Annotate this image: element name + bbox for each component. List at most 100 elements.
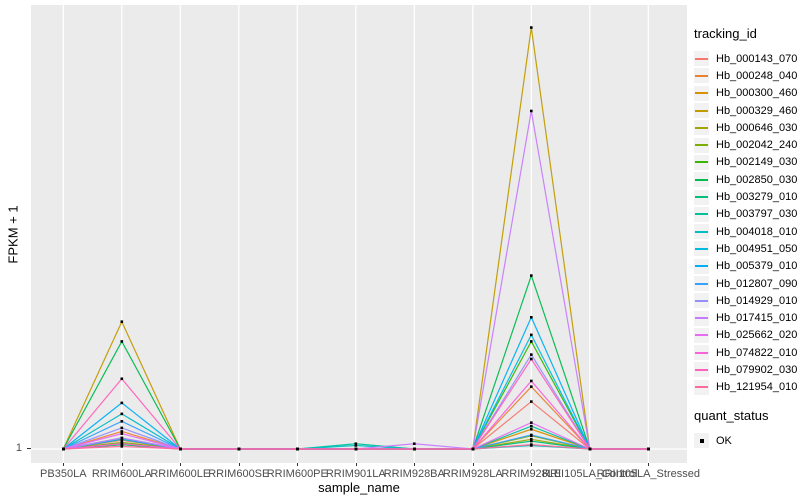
legend-item-label: Hb_000143_070 [716,52,798,65]
black-square-point-icon [699,438,704,443]
data-point [530,274,533,277]
data-point [120,441,124,444]
data-point [120,412,124,416]
legend-line-icon [695,368,708,371]
legend-item-Hb_002149_030: Hb_002149_030 [694,154,800,171]
legend-key-swatch [694,85,709,101]
data-point [530,316,533,319]
data-point [471,447,475,451]
data-point [530,421,533,424]
legend-item-label: Hb_012807_090 [716,277,798,290]
legend-item-Hb_000248_040: Hb_000248_040 [694,67,800,84]
x-tick-mark-RRII105LA_Control [589,463,591,466]
x-axis-title: sample_name [318,480,400,495]
x-tick-mark-RRIM600PE [297,463,299,466]
legend-key-swatch [694,345,709,361]
legend-item-Hb_005379_010: Hb_005379_010 [694,258,800,275]
quant-legend-key [694,433,709,449]
x-tick-label-RRIM600LE: RRIM600LE [150,468,211,480]
x-axis: PB350LA RRIM600LA RRIM600LE RRIM600SE RRIM60… [31,463,700,493]
quant-legend-items: OK [694,432,800,449]
legend-key-swatch [694,103,709,119]
data-point [237,447,241,451]
legend-item-label: Hb_002850_030 [716,173,798,186]
legend-item-label: Hb_121954_010 [716,381,798,394]
x-tick-mark-RRIM901LA [355,463,357,466]
x-tick-label-RRIM928LA: RRIM928LA [442,468,503,480]
x-tick-label-RRIM600PE: RRIM600PE [266,468,328,480]
data-point [530,400,533,403]
data-point [530,333,533,337]
x-tick-label-RRIM928BA: RRIM928BA [383,468,445,480]
data-point [120,377,124,381]
x-tick-mark-RRIM928BA [414,463,416,466]
legend-item-label: Hb_004018_010 [716,225,798,238]
legend-line-icon [695,178,708,181]
legend-item-label: Hb_002149_030 [716,156,798,169]
x-tick-mark-RRIM600LA [121,463,123,466]
legend-item-label: Hb_005379_010 [716,260,798,273]
x-tick-mark-RRIM600SE [238,463,240,466]
data-point [530,109,533,113]
legend-line-icon [695,213,708,216]
legend-item-Hb_012807_090: Hb_012807_090 [694,275,800,292]
legend-item-Hb_074822_010: Hb_074822_010 [694,344,800,361]
data-point [530,353,533,356]
legend-key-swatch [694,120,709,136]
legend-key-swatch [694,258,709,274]
legend-item-Hb_002042_240: Hb_002042_240 [694,136,800,153]
legend-item-label: Hb_014929_010 [716,294,798,307]
legend-item-label: Hb_000248_040 [716,69,798,82]
x-tick-mark-PB350LA [63,463,65,466]
legend-item-Hb_025662_020: Hb_025662_020 [694,327,800,344]
data-point [179,447,182,451]
legend-line-icon [695,126,708,129]
data-point [413,442,416,446]
legend-line-icon [695,230,708,233]
data-point [120,442,124,446]
legend-item-label: Hb_000329_460 [716,104,798,117]
data-point [530,357,533,361]
legend-item-Hb_121954_010: Hb_121954_010 [694,379,800,396]
data-point [530,438,533,441]
data-point [120,420,124,423]
legend-key-swatch [694,154,709,170]
legend-item-Hb_002850_030: Hb_002850_030 [694,171,800,188]
x-tick-label-RRIM928LE: RRIM928LE [501,468,562,480]
x-tick-mark-RRIM600LE [180,463,182,466]
x-tick-label-RRIM901LA: RRIM901LA [325,468,386,480]
legend-line-icon [695,144,708,147]
legend-item-Hb_000646_030: Hb_000646_030 [694,119,800,136]
y-tick-label: 1 [15,442,22,454]
legend-line-icon [695,386,708,389]
legend-item-label: Hb_003797_030 [716,208,798,221]
data-point [530,340,533,343]
data-point [354,442,358,446]
legend-key-swatch [694,362,709,378]
legend-line-icon [695,92,708,95]
legend-line-icon [695,317,708,320]
legend-key-swatch [694,137,709,153]
data-point [530,439,533,443]
data-point [530,26,533,29]
y-axis-title: FPKM + 1 [0,5,26,463]
legend-key-swatch [694,206,709,222]
data-point [120,426,124,430]
quant-legend-item-OK: OK [694,432,800,449]
legend-key-swatch [694,172,709,188]
legend-line-icon [695,334,708,337]
legend-line-icon [695,161,708,164]
y-tick-mark [27,448,31,449]
quant-legend-label: OK [716,434,732,447]
legend-line-icon [695,57,708,60]
legend-key-swatch [694,327,709,343]
legend-item-label: Hb_003279_010 [716,191,798,204]
legend-line-icon [695,74,708,77]
x-tick-mark-RRII105LA_Stressed [648,463,650,466]
plot-panel [31,5,687,463]
legend-key-swatch [694,224,709,240]
legend-key-swatch [694,68,709,84]
legend-item-Hb_003797_030: Hb_003797_030 [694,206,800,223]
legend-item-Hb_004018_010: Hb_004018_010 [694,223,800,240]
